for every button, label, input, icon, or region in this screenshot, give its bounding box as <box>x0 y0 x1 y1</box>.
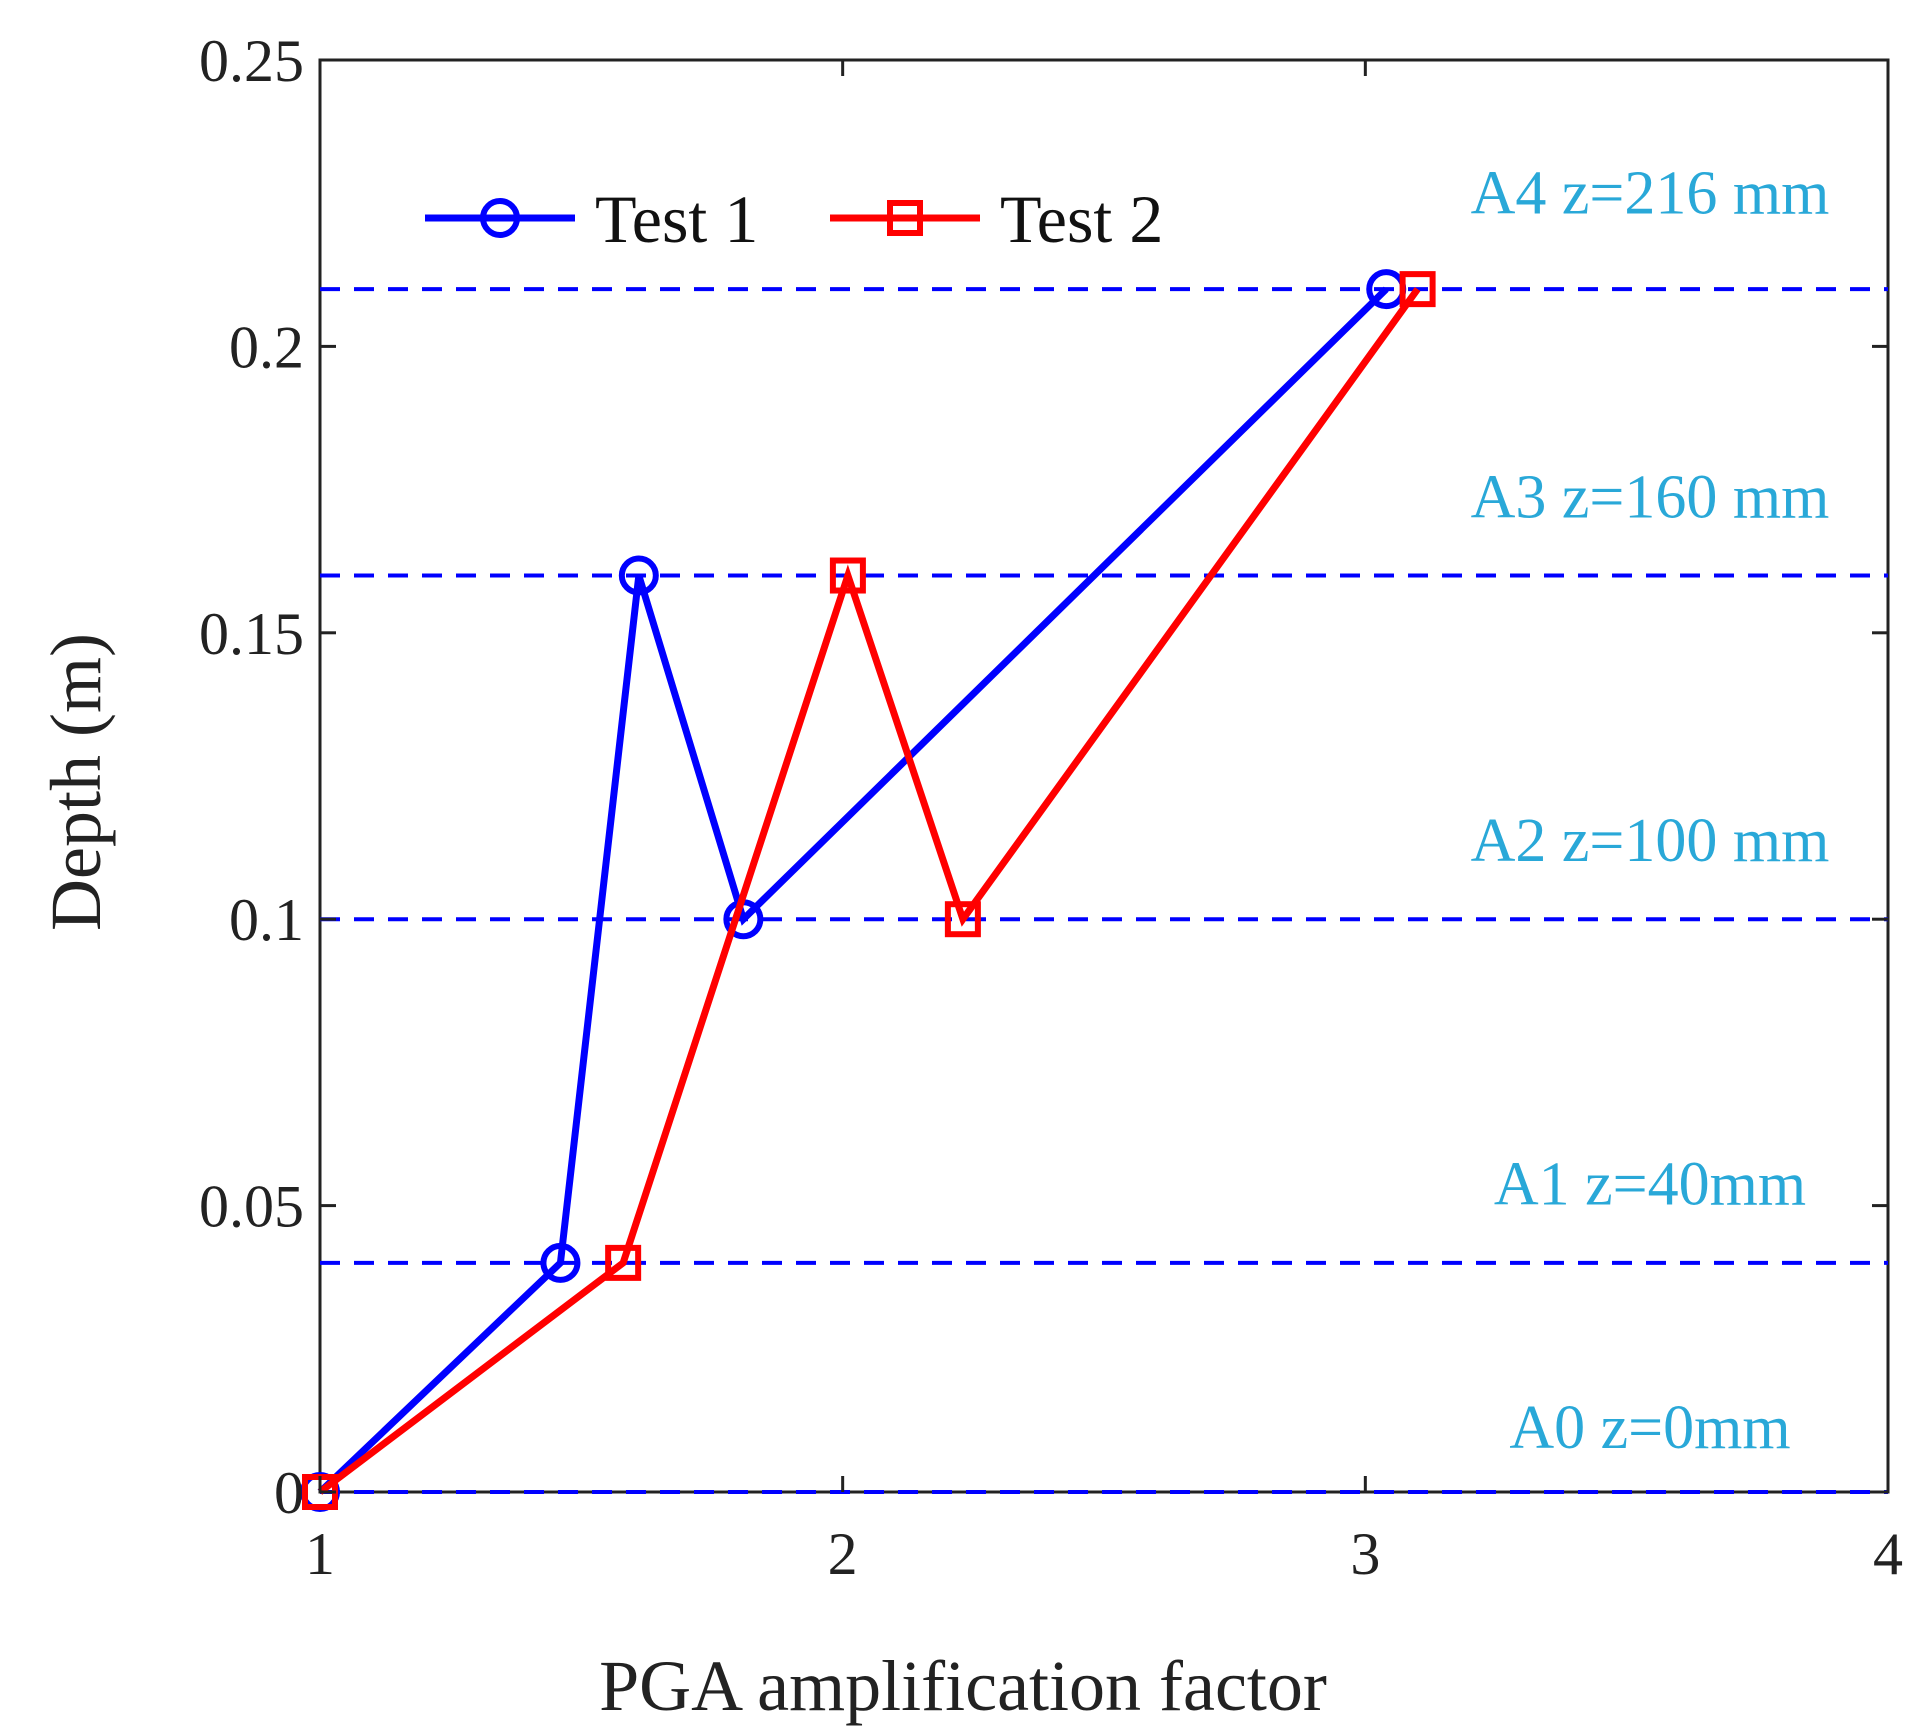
legend-marker-square <box>887 200 923 236</box>
depth-annotation: A1 z=40mm <box>1494 1151 1806 1219</box>
legend-label: Test 2 <box>1000 181 1163 257</box>
legend-item-test-2: Test 2 <box>830 181 1163 257</box>
depth-annotation: A0 z=0mm <box>1509 1394 1790 1462</box>
series-test-2 <box>302 271 1436 1510</box>
depth-annotation: A4 z=216 mm <box>1471 160 1830 228</box>
axis-ticks: 1 2 3 4 0 0.05 0.1 0.15 0.2 0.25 <box>199 28 1903 1587</box>
y-tick-label: 0.2 <box>229 314 304 380</box>
data-point-circle <box>540 1242 581 1283</box>
x-tick-label: 3 <box>1350 1521 1380 1587</box>
x-tick-label: 1 <box>305 1521 335 1587</box>
depth-annotation: A2 z=100 mm <box>1471 807 1830 875</box>
data-point-square <box>944 901 981 938</box>
legend-label: Test 1 <box>595 181 758 257</box>
data-point-square <box>605 1244 642 1281</box>
y-tick-label: 0.15 <box>199 601 304 667</box>
reference-lines <box>320 287 1888 1494</box>
legend-item-test-1: Test 1 <box>425 181 758 257</box>
series-line <box>317 287 1421 1495</box>
legend-marker-circle <box>480 198 520 238</box>
data-point-circle <box>618 555 659 596</box>
data-point-square <box>1399 271 1436 308</box>
depth-annotation: A3 z=160 mm <box>1471 463 1830 531</box>
y-axis-title: Depth (m) <box>36 633 116 931</box>
x-axis-title: PGA amplification factor <box>599 1646 1327 1726</box>
y-tick-label: 0.25 <box>199 28 304 94</box>
series-layer <box>300 269 1436 1512</box>
legend: Test 1 Test 2 <box>425 181 1163 257</box>
x-tick-label: 4 <box>1873 1521 1903 1587</box>
series-line <box>317 286 1389 1495</box>
y-tick-label: 0 <box>274 1460 304 1526</box>
y-tick-label: 0.1 <box>229 887 304 953</box>
y-tick-label: 0.05 <box>199 1174 304 1240</box>
series-test-1 <box>300 269 1407 1512</box>
depth-annotations: A4 z=216 mm A3 z=160 mm A2 z=100 mm A1 z=40… <box>1471 160 1830 1462</box>
x-tick-label: 2 <box>828 1521 858 1587</box>
data-point-square <box>829 557 866 594</box>
